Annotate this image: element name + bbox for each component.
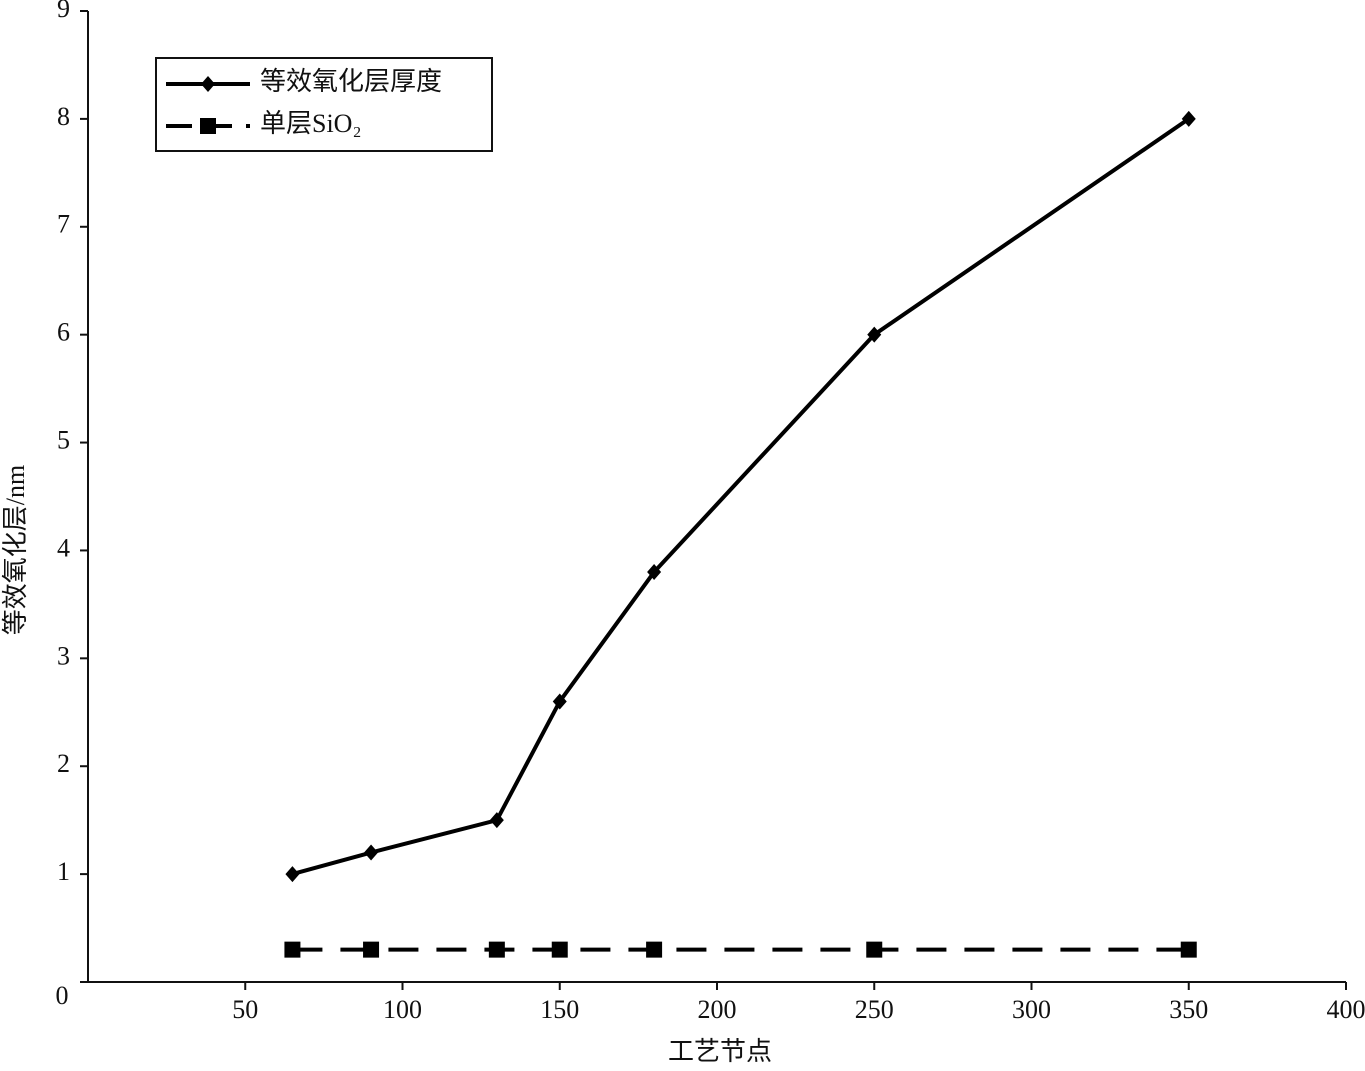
y-tick-label: 5 (57, 426, 70, 455)
legend-marker (200, 118, 216, 134)
data-point (488, 941, 505, 958)
y-tick-label: 3 (57, 641, 70, 670)
data-point (551, 941, 568, 958)
y-tick-label: 6 (57, 318, 70, 347)
data-point (646, 941, 663, 958)
data-point (647, 564, 662, 581)
y-tick-label: 1 (57, 857, 70, 886)
legend-box (155, 57, 493, 152)
data-point (867, 326, 882, 343)
y-axis-label: 等效氧化层/nm (1, 465, 30, 635)
y-tick-label: 2 (57, 749, 70, 778)
data-point (1180, 941, 1197, 958)
data-point (364, 844, 379, 861)
x-tick-label: 150 (540, 995, 579, 1024)
x-tick-label: 50 (232, 995, 258, 1024)
x-tick-label: 200 (698, 995, 737, 1024)
x-tick-label: 100 (383, 995, 422, 1024)
x-tick-label: 250 (855, 995, 894, 1024)
data-point (1181, 110, 1196, 127)
y-tick-label: 9 (57, 0, 70, 23)
legend-label: 单层SiO₂ (260, 109, 362, 138)
x-axis-label: 工艺节点 (668, 1037, 772, 1066)
x-tick-label: 400 (1327, 995, 1365, 1024)
data-point (866, 941, 883, 958)
data-point (363, 941, 380, 958)
data-point (489, 812, 504, 829)
x-tick-label: 350 (1169, 995, 1208, 1024)
y-tick-label: 7 (57, 210, 70, 239)
y-tick-label: 8 (57, 102, 70, 131)
data-point (285, 866, 300, 883)
data-point (284, 941, 301, 958)
series-line (291, 117, 1190, 877)
legend-label: 等效氧化层厚度 (260, 67, 442, 96)
x-tick-label: 300 (1012, 995, 1051, 1024)
legend-marker (201, 76, 215, 92)
y-tick-label: 0 (56, 981, 69, 1010)
y-tick-label: 4 (57, 533, 70, 562)
data-point (552, 693, 567, 710)
